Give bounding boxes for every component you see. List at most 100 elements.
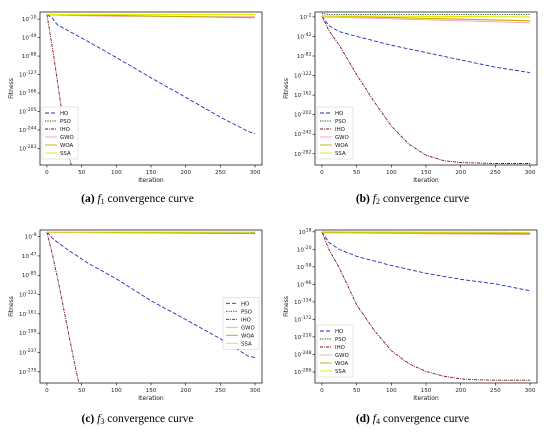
- y-tick-label: 10-9: [25, 232, 37, 241]
- y-axis-label: Fitness: [283, 78, 290, 99]
- caption-d: (d) f4 convergence curve: [275, 413, 550, 426]
- caption-subscript: 1: [100, 197, 105, 206]
- x-tick-label: 0: [45, 388, 49, 394]
- x-tick-label: 100: [386, 388, 397, 394]
- series-line-ho: [321, 15, 531, 74]
- y-tick-label: 10-166: [19, 89, 37, 98]
- x-tick-label: 200: [455, 170, 466, 176]
- y-tick-label: 10-205: [19, 107, 37, 116]
- x-tick-label: 300: [525, 170, 536, 176]
- legend: HO PSO IHO GWO WOA SSA: [316, 324, 354, 378]
- caption-label: (a): [81, 193, 95, 205]
- chart-b: 0 50 100 150 200 250 300 10-2 10-42 10-82 10-122 10…: [283, 11, 538, 184]
- legend-label: SSA: [335, 151, 346, 157]
- legend-label: HO: [60, 111, 68, 117]
- x-tick-label: 250: [215, 170, 226, 176]
- chart-c: 0 50 100 150 200 250 300 10-9 10-47 10-85 10-123 10…: [8, 229, 263, 402]
- series-line-gwo: [321, 232, 531, 236]
- legend-label: WOA: [335, 143, 348, 149]
- y-tick-label: 10-199: [19, 329, 37, 338]
- y-tick-label: 10-49: [22, 33, 37, 42]
- panel-b: 0 50 100 150 200 250 300 10-2 10-42 10-82 10-122 10…: [275, 0, 550, 217]
- y-tick-label: 10-283: [19, 144, 37, 153]
- caption-label: (b): [355, 193, 370, 205]
- x-tick-label: 250: [490, 388, 501, 394]
- x-tick-label: 300: [250, 388, 261, 394]
- x-tick-label: 50: [353, 388, 361, 394]
- legend-label: PSO: [241, 309, 252, 315]
- legend-label: IHO: [241, 317, 251, 323]
- x-tick-label: 100: [111, 388, 122, 394]
- x-tick-label: 0: [320, 170, 324, 176]
- x-tick-label: 250: [215, 388, 226, 394]
- y-tick-label: 10-42: [297, 32, 312, 41]
- legend-label: HO: [241, 301, 249, 307]
- y-tick-label: 10-210: [294, 332, 312, 341]
- y-tick-label: 10-47: [22, 251, 37, 260]
- y-tick-label: 10-122: [294, 71, 312, 80]
- y-tick-label: 10-96: [297, 280, 312, 289]
- x-tick-label: 50: [78, 388, 86, 394]
- legend-box: [316, 106, 354, 160]
- series-group: [321, 13, 531, 164]
- x-tick-label: 200: [180, 170, 191, 176]
- caption-text: convergence curve: [382, 413, 470, 425]
- panel-c: 0 50 100 150 200 250 300 10-9 10-47 10-85 10-123 10…: [0, 218, 275, 435]
- panel-d: 0 50 100 150 200 250 300 1018 10-20 10-58 10-96 10-…: [275, 218, 550, 435]
- x-axis-label: Iteration: [138, 177, 164, 184]
- legend-label: GWO: [335, 135, 349, 141]
- x-tick-label: 0: [320, 388, 324, 394]
- y-axis-label: Fitness: [8, 296, 15, 317]
- legend-label: IHO: [335, 345, 345, 351]
- series-line-woa: [321, 231, 531, 235]
- legend-label: GWO: [60, 135, 74, 141]
- x-tick-label: 100: [386, 170, 397, 176]
- x-axis-label: Iteration: [413, 395, 439, 402]
- y-tick-label: 10-242: [294, 130, 312, 139]
- x-tick-label: 150: [146, 170, 157, 176]
- legend-box: [222, 297, 260, 350]
- series-line-ho: [46, 14, 256, 135]
- series-line-gwo: [321, 16, 531, 24]
- y-tick-label: 10-123: [19, 290, 37, 299]
- caption-function: f: [372, 193, 376, 205]
- y-tick-label: 10-161: [19, 309, 37, 318]
- y-tick-label: 10-244: [19, 125, 37, 134]
- series-line-iho: [46, 231, 80, 383]
- x-tick-label: 300: [525, 388, 536, 394]
- y-tick-label: 10-127: [19, 70, 37, 79]
- legend-label: HO: [335, 111, 343, 117]
- series-line-ho: [321, 231, 531, 292]
- y-tick-label: 10-275: [19, 367, 37, 376]
- caption-c: (c) f3 convergence curve: [0, 413, 275, 426]
- series-line-ssa: [321, 15, 531, 18]
- x-tick-label: 300: [250, 170, 261, 176]
- legend-label: SSA: [241, 341, 252, 347]
- y-tick-label: 10-162: [294, 91, 312, 100]
- panel-a: 0 50 100 150 200 250 300 10-10 10-49 10-88 10-127 1…: [0, 0, 275, 217]
- y-tick-label: 10-58: [297, 262, 312, 271]
- legend-label: WOA: [335, 361, 348, 367]
- legend-label: PSO: [335, 337, 346, 343]
- legend: HO PSO IHO GWO WOA SSA: [316, 106, 354, 160]
- series-line-woa: [321, 15, 531, 22]
- x-tick-label: 50: [353, 170, 361, 176]
- caption-b: (b) f2 convergence curve: [275, 193, 550, 206]
- legend: HO PSO IHO GWO WOA SSA: [41, 106, 79, 160]
- chart-d: 0 50 100 150 200 250 300 1018 10-20 10-58 10-96 10-…: [283, 227, 538, 402]
- series-line-ssa: [321, 231, 531, 233]
- y-tick-label: 10-248: [294, 350, 312, 359]
- caption-subscript: 2: [375, 197, 380, 206]
- legend-label: GWO: [335, 353, 349, 359]
- y-tick-label: 10-282: [294, 149, 312, 158]
- legend-label: PSO: [60, 119, 71, 125]
- legend-label: SSA: [335, 369, 346, 375]
- caption-a: (a) f1 convergence curve: [0, 193, 275, 206]
- x-tick-label: 100: [111, 170, 122, 176]
- x-tick-label: 200: [455, 388, 466, 394]
- legend-label: IHO: [60, 127, 70, 133]
- caption-text: convergence curve: [382, 193, 470, 205]
- caption-function: f: [372, 413, 376, 425]
- caption-text: convergence curve: [107, 413, 194, 425]
- y-tick-label: 10-134: [294, 297, 312, 306]
